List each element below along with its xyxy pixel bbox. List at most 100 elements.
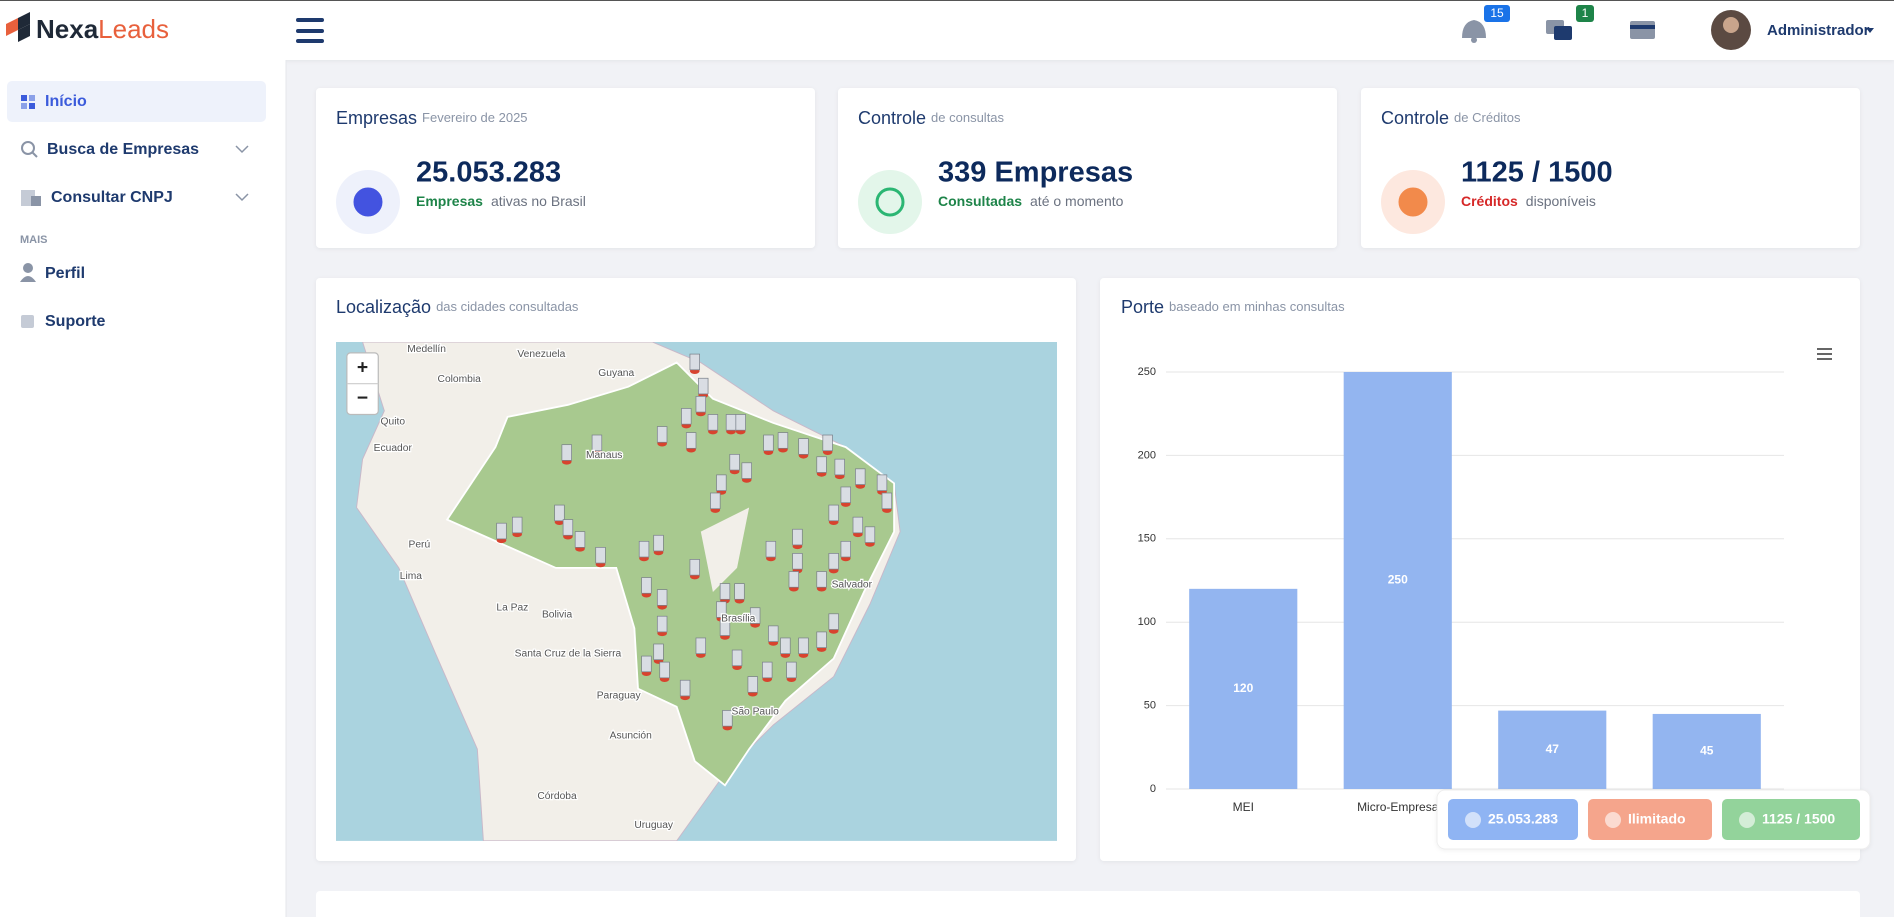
map-marker[interactable] (762, 661, 773, 683)
map-marker[interactable] (840, 486, 851, 507)
map-marker[interactable] (780, 637, 791, 658)
nav-item[interactable]: Busca de Empresas (21, 141, 249, 158)
map-marker[interactable] (747, 676, 758, 697)
map-marker[interactable] (822, 434, 833, 455)
map-marker[interactable] (710, 492, 721, 513)
map-marker[interactable] (707, 414, 719, 435)
floating-button[interactable]: Ilimitado (1588, 799, 1712, 840)
map-marker[interactable] (731, 649, 743, 670)
map-marker[interactable] (741, 462, 752, 483)
map-marker[interactable] (729, 453, 740, 475)
map-marker[interactable] (685, 432, 697, 453)
map-marker[interactable] (656, 589, 668, 610)
map-marker[interactable] (562, 519, 574, 540)
logo-text: NexaLeads (36, 14, 169, 44)
marker-building (828, 553, 839, 570)
nav-item[interactable]: Perfil (20, 263, 85, 282)
map-marker[interactable] (734, 583, 745, 604)
floating-button[interactable]: 1125 / 1500 (1722, 799, 1860, 840)
map-marker[interactable] (855, 468, 866, 489)
user-menu[interactable]: Administrador (1711, 10, 1874, 50)
messages[interactable]: 1 (1546, 5, 1594, 40)
floating-button[interactable]: 25.053.283 (1448, 799, 1578, 840)
map-marker[interactable] (816, 631, 827, 652)
map-marker[interactable] (816, 571, 827, 592)
chart-menu[interactable] (1817, 348, 1832, 360)
map-marker[interactable] (512, 516, 523, 538)
map-marker[interactable] (679, 679, 691, 701)
map-marker[interactable] (792, 553, 803, 574)
marker-building (656, 426, 668, 443)
nav-item[interactable]: Suporte (21, 313, 106, 330)
map-marker[interactable] (735, 414, 746, 435)
data-label: 47 (1546, 742, 1560, 756)
map-marker[interactable] (840, 540, 851, 562)
map-marker[interactable] (725, 414, 737, 435)
map-marker[interactable] (698, 377, 709, 399)
map-marker[interactable] (828, 613, 839, 634)
map-marker[interactable] (574, 531, 586, 552)
map-marker[interactable] (749, 607, 761, 628)
map-marker[interactable] (876, 474, 888, 495)
map-marker[interactable] (834, 458, 845, 480)
map-marker[interactable] (786, 661, 797, 683)
bar (1652, 713, 1761, 789)
map-marker[interactable] (653, 534, 664, 556)
map-marker[interactable] (763, 434, 774, 455)
nav-item[interactable]: Consultar CNPJ (21, 189, 249, 206)
map-marker[interactable] (689, 353, 700, 375)
card-icon (858, 170, 922, 234)
map-marker[interactable] (656, 426, 668, 447)
map-marker[interactable] (777, 432, 789, 453)
map-marker[interactable] (681, 408, 692, 429)
logo[interactable]: NexaLeads (6, 12, 169, 44)
map-marker[interactable] (561, 444, 572, 465)
map-marker[interactable] (595, 546, 606, 568)
nav-item[interactable]: Início (7, 81, 266, 122)
map-marker[interactable] (641, 577, 652, 598)
marker-building (747, 676, 758, 693)
highlight: Consultadas (938, 193, 1022, 209)
map-marker[interactable] (798, 637, 809, 658)
map-marker[interactable] (719, 583, 731, 604)
zoom-control[interactable]: + − (346, 352, 379, 416)
map-marker[interactable] (719, 619, 731, 640)
map-marker[interactable] (496, 522, 507, 544)
map-marker[interactable] (695, 395, 707, 417)
map-marker[interactable] (816, 456, 827, 477)
map-marker[interactable] (828, 504, 839, 526)
map-marker[interactable] (768, 625, 779, 646)
map-marker[interactable] (798, 438, 809, 459)
map-label: Uruguay (634, 820, 674, 831)
map-marker[interactable] (695, 637, 707, 658)
map-marker[interactable] (656, 615, 668, 637)
map-marker[interactable] (591, 434, 603, 455)
button-icon (1605, 812, 1621, 828)
marker-building (561, 444, 572, 461)
map-marker[interactable] (659, 661, 670, 683)
marker-building (719, 583, 731, 600)
zoom-in[interactable]: + (357, 358, 368, 379)
data-label: 250 (1388, 573, 1408, 587)
map-marker[interactable] (792, 528, 803, 550)
billing[interactable] (1630, 21, 1655, 39)
map-marker[interactable] (828, 553, 839, 574)
map-marker[interactable] (765, 540, 777, 562)
map-label: Córdoba (537, 791, 577, 802)
map-marker[interactable] (722, 710, 733, 731)
marker-building (763, 434, 774, 452)
menu-toggle[interactable] (296, 18, 324, 43)
map-marker[interactable] (788, 571, 800, 592)
map-marker[interactable] (881, 492, 893, 513)
map-marker[interactable] (852, 516, 864, 538)
map-marker[interactable] (689, 559, 700, 580)
map-marker[interactable] (554, 504, 565, 526)
map-marker[interactable] (864, 526, 876, 547)
map-marker[interactable] (653, 643, 664, 664)
map-marker[interactable] (716, 474, 727, 495)
map-marker[interactable] (641, 655, 652, 677)
map-marker[interactable] (638, 540, 650, 562)
notifications[interactable]: 15 (1462, 5, 1510, 43)
map[interactable]: Medellín Venezuela Guyana Colombia Quito Ecua… (336, 342, 1057, 841)
zoom-out[interactable]: − (357, 388, 368, 409)
